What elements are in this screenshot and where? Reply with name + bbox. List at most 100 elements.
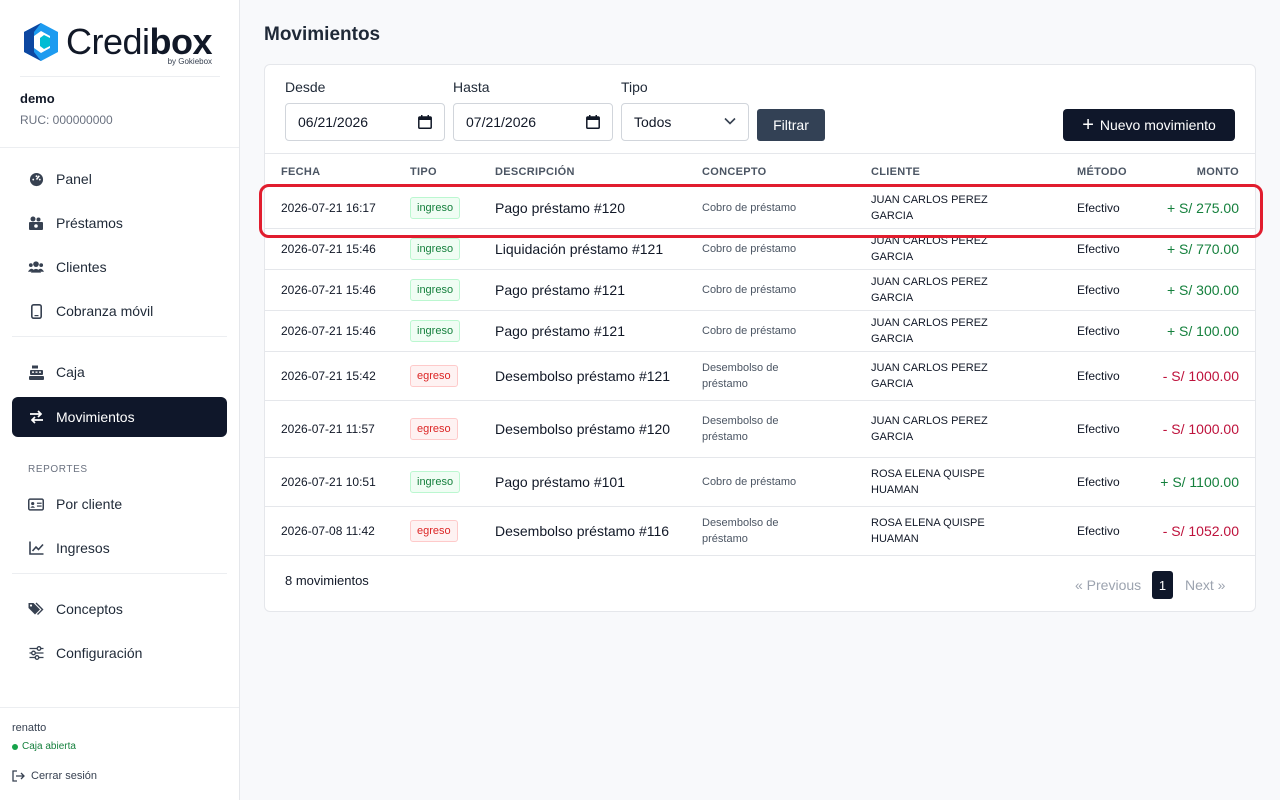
logout-button[interactable]: Cerrar sesión [12,770,97,782]
table-row[interactable]: 2026-07-21 15:46 ingreso Pago préstamo #12… [265,311,1255,352]
nav-item-clientes[interactable]: Clientes [12,247,227,287]
col-fecha[interactable]: FECHA [281,166,321,178]
credibox-logo[interactable]: Credibox by Gokiebox [20,20,213,66]
row-method: Efectivo [1077,324,1120,338]
row-date: 2026-07-21 10:51 [281,475,376,489]
movements-card: Desde 06/21/2026 Hasta 07/21/2026 Tipo T… [264,64,1256,612]
nav-item-configuracion[interactable]: Configuración [12,633,227,673]
row-client: JUAN CARLOS PEREZ GARCIA [871,235,988,263]
table-row[interactable]: 2026-07-21 15:46 ingreso Pago préstamo #12… [265,270,1255,311]
row-method: Efectivo [1077,524,1120,538]
nav-item-conceptos[interactable]: Conceptos [12,589,227,629]
row-concept: Cobro de préstamo [702,325,797,337]
divider [12,573,227,574]
col-concepto[interactable]: CONCEPTO [702,166,767,178]
row-date: 2026-07-21 15:46 [281,283,376,297]
divider [0,707,239,708]
nav-item-label: Préstamos [56,215,123,231]
status-dot-icon [12,743,18,750]
row-concept: Desembolso de préstamo [702,517,779,545]
page-title: Movimientos [264,24,381,45]
row-description: Pago préstamo #120 [495,200,625,216]
row-amount: + S/ 1100.00 [1160,474,1239,490]
row-amount: + S/ 100.00 [1166,323,1239,339]
col-monto[interactable]: MONTO [1196,166,1239,178]
movement-count: 8 movimientos [285,573,369,588]
row-concept: Cobro de préstamo [702,243,797,255]
row-amount: - S/ 1000.00 [1162,421,1239,437]
brand-name: Credibox [66,21,213,62]
type-badge: ingreso [410,197,461,219]
col-descripcion[interactable]: DESCRIPCIÓN [495,166,575,178]
row-method: Efectivo [1077,201,1120,215]
row-client: ROSA ELENA QUISPE HUAMAN [871,468,985,496]
type-label: Tipo [621,79,648,95]
new-movement-button[interactable]: + Nuevo movimiento [1063,109,1235,141]
to-date-input[interactable]: 07/21/2026 [453,103,613,141]
row-description: Desembolso préstamo #121 [495,368,671,384]
row-date: 2026-07-21 15:46 [281,242,376,256]
mobile-icon [28,303,44,319]
pagination-page-1[interactable]: 1 [1152,571,1173,599]
nav-item-label: Cobranza móvil [56,303,154,319]
col-metodo[interactable]: MÉTODO [1077,166,1127,178]
nav-item-caja[interactable]: Caja [12,352,227,392]
nav-item-prestamos[interactable]: Préstamos [12,203,227,243]
row-description: Liquidación préstamo #121 [495,241,664,257]
nav-item-label: Conceptos [56,601,123,617]
row-client: ROSA ELENA QUISPE HUAMAN [871,517,985,545]
table-row[interactable]: 2026-07-08 11:42 egreso Desembolso préstam… [265,507,1255,556]
nav-section-reportes: REPORTES [28,464,88,475]
row-method: Efectivo [1077,422,1120,436]
calendar-icon[interactable] [586,115,600,129]
nav-item-movimientos[interactable]: Movimientos [12,397,227,437]
table-row[interactable]: 2026-07-21 16:17 ingreso Pago préstamo #12… [265,188,1255,229]
from-date-input[interactable]: 06/21/2026 [285,103,445,141]
pagination-previous[interactable]: « Previous [1075,577,1142,593]
divider [20,76,220,77]
nav-item-label: Panel [56,171,92,187]
exchange-icon [28,409,44,425]
logout-label: Cerrar sesión [31,770,98,782]
type-badge: ingreso [410,471,461,493]
nav-item-label: Configuración [56,645,143,661]
logout-icon [12,770,25,782]
nav-item-ingresos[interactable]: Ingresos [12,528,227,568]
nav-item-label: Clientes [56,259,107,275]
pagination-next[interactable]: Next » [1185,577,1226,593]
current-user: renatto [12,722,47,734]
table-row[interactable]: 2026-07-21 15:42 egreso Desembolso préstam… [265,352,1255,401]
nav-item-label: Por cliente [56,496,123,512]
row-client: JUAN CARLOS PEREZ GARCIA [871,317,988,345]
col-cliente[interactable]: CLIENTE [871,166,921,178]
nav-item-cobranza-movil[interactable]: Cobranza móvil [12,291,227,331]
col-tipo[interactable]: TIPO [410,166,437,178]
row-client: JUAN CARLOS PEREZ GARCIA [871,362,988,390]
row-date: 2026-07-21 15:46 [281,324,376,338]
table-row[interactable]: 2026-07-21 10:51 ingreso Pago préstamo #10… [265,458,1255,507]
cash-status: Caja abierta [12,741,76,752]
company-info: demo RUC: 000000000 [20,91,113,127]
nav-item-panel[interactable]: Panel [12,159,227,199]
filter-button[interactable]: Filtrar [757,109,825,141]
type-badge: ingreso [410,279,461,301]
table-header: FECHA TIPO DESCRIPCIÓN CONCEPTO CLIENTE … [265,153,1255,187]
calendar-icon[interactable] [418,115,432,129]
table-row[interactable]: 2026-07-21 15:46 ingreso Liquidación prést… [265,229,1255,270]
chevron-down-icon [724,117,736,125]
row-description: Pago préstamo #101 [495,474,625,490]
row-client: JUAN CARLOS PEREZ GARCIA [871,194,988,222]
row-concept: Cobro de préstamo [702,284,797,296]
sliders-icon [28,645,44,661]
nav-item-por-cliente[interactable]: Por cliente [12,484,227,524]
row-description: Desembolso préstamo #120 [495,421,671,437]
cash-status-label: Caja abierta [22,741,76,752]
row-client: JUAN CARLOS PEREZ GARCIA [871,276,988,304]
type-select[interactable]: Todos [621,103,749,141]
row-concept: Cobro de préstamo [702,476,797,488]
row-description: Pago préstamo #121 [495,323,625,339]
table-row[interactable]: 2026-07-21 11:57 egreso Desembolso préstam… [265,401,1255,458]
row-amount: - S/ 1052.00 [1162,523,1239,539]
type-badge: egreso [410,365,458,387]
tags-icon [28,601,44,617]
